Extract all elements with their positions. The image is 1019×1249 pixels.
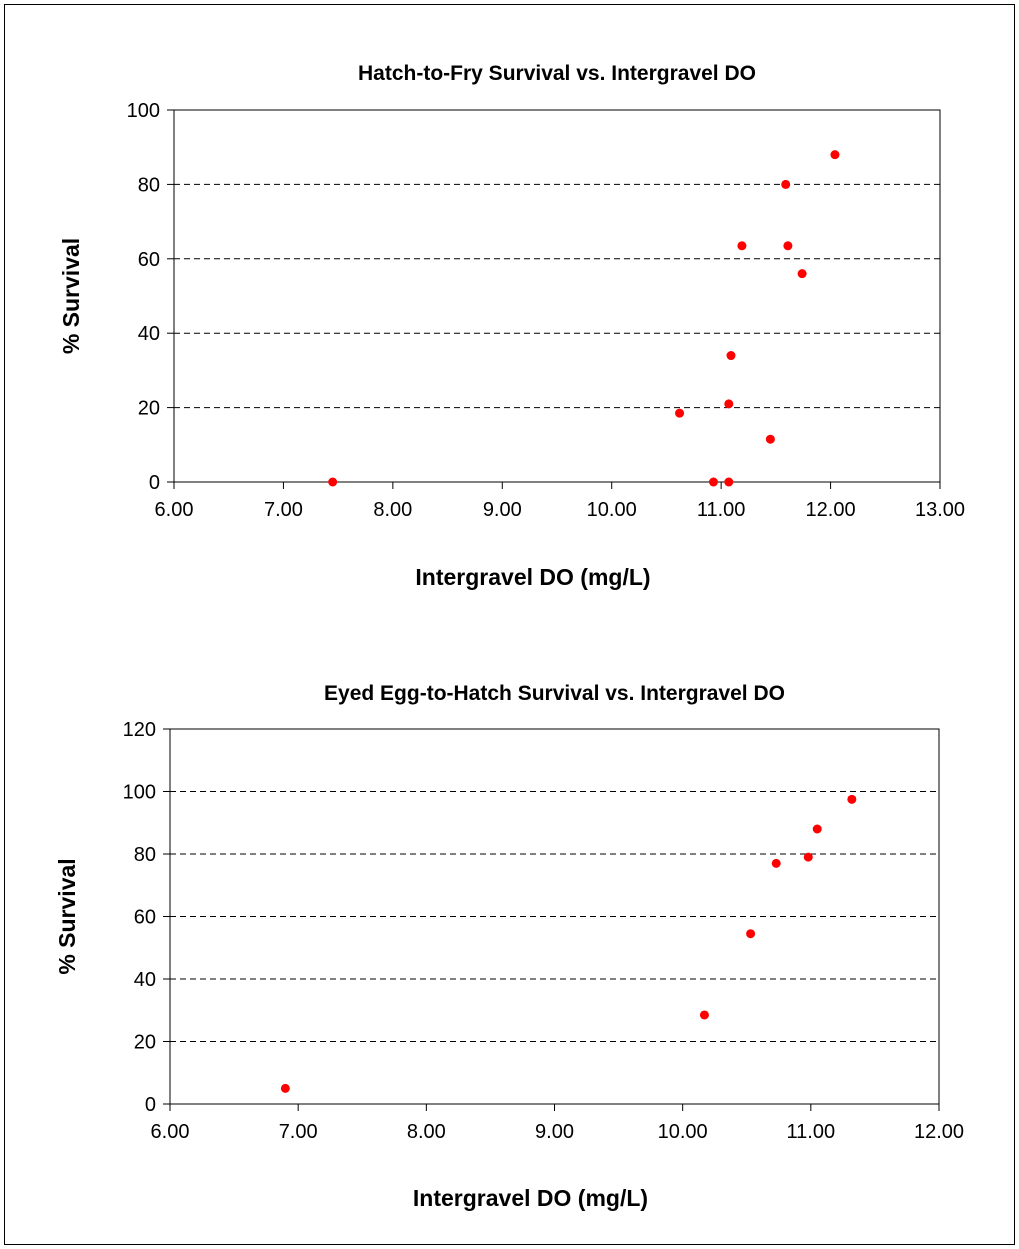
data-point [328,477,338,487]
y-tick-label: 20 [138,398,160,420]
data-point [675,408,685,418]
x-tick-label: 12.00 [806,499,856,521]
x-tick-label: 11.00 [787,1121,836,1143]
chart-title: Eyed Egg-to-Hatch Survival vs. Intergrav… [324,682,785,705]
x-tick-label: 7.00 [279,1121,318,1143]
data-point [783,241,793,251]
y-tick-label: 100 [127,100,160,122]
x-tick-label: 12.00 [914,1121,964,1143]
y-axis-label: % Survival [58,238,84,354]
x-tick-label: 8.00 [373,499,412,521]
data-point [737,241,747,251]
x-axis-label: Intergravel DO (mg/L) [415,564,650,590]
chart-1: Hatch-to-Fry Survival vs. Intergravel DO… [58,62,965,590]
data-point [803,852,813,862]
y-tick-label: 60 [138,249,160,271]
data-point [708,477,718,487]
x-tick-label: 11.00 [697,499,746,521]
data-point [724,399,734,409]
plot-area [173,109,941,483]
y-tick-label: 60 [134,907,156,929]
data-point [280,1083,290,1093]
y-tick-label: 80 [138,174,160,196]
x-axis-label: Intergravel DO (mg/L) [413,1185,648,1211]
x-tick-label: 10.00 [658,1121,708,1143]
y-tick-label: 0 [145,1094,156,1116]
data-point [724,477,734,487]
chart-title: Hatch-to-Fry Survival vs. Intergravel DO [358,62,756,85]
chart-2: Eyed Egg-to-Hatch Survival vs. Intergrav… [54,682,964,1211]
data-point [847,794,857,804]
data-point [726,351,736,361]
figure-frame [4,4,1015,1245]
x-tick-label: 10.00 [587,499,637,521]
data-point [812,824,822,834]
x-tick-label: 8.00 [407,1121,446,1143]
x-tick-label: 7.00 [264,499,303,521]
y-tick-label: 40 [138,323,160,345]
x-tick-label: 9.00 [483,499,522,521]
y-axis-label: % Survival [54,858,80,974]
data-point [771,858,781,868]
data-point [830,150,840,160]
data-point [765,434,775,444]
y-tick-label: 0 [149,472,160,494]
data-point [746,929,756,939]
data-point [797,269,807,279]
x-tick-label: 9.00 [535,1121,574,1143]
x-tick-label: 6.00 [155,499,194,521]
data-point [699,1010,709,1020]
y-tick-label: 100 [123,782,156,804]
x-tick-label: 6.00 [151,1121,190,1143]
y-tick-label: 80 [134,844,156,866]
y-tick-label: 20 [134,1032,156,1054]
y-tick-label: 120 [123,719,156,741]
y-tick-label: 40 [134,969,156,991]
data-point [781,179,791,189]
x-tick-label: 13.00 [915,499,965,521]
